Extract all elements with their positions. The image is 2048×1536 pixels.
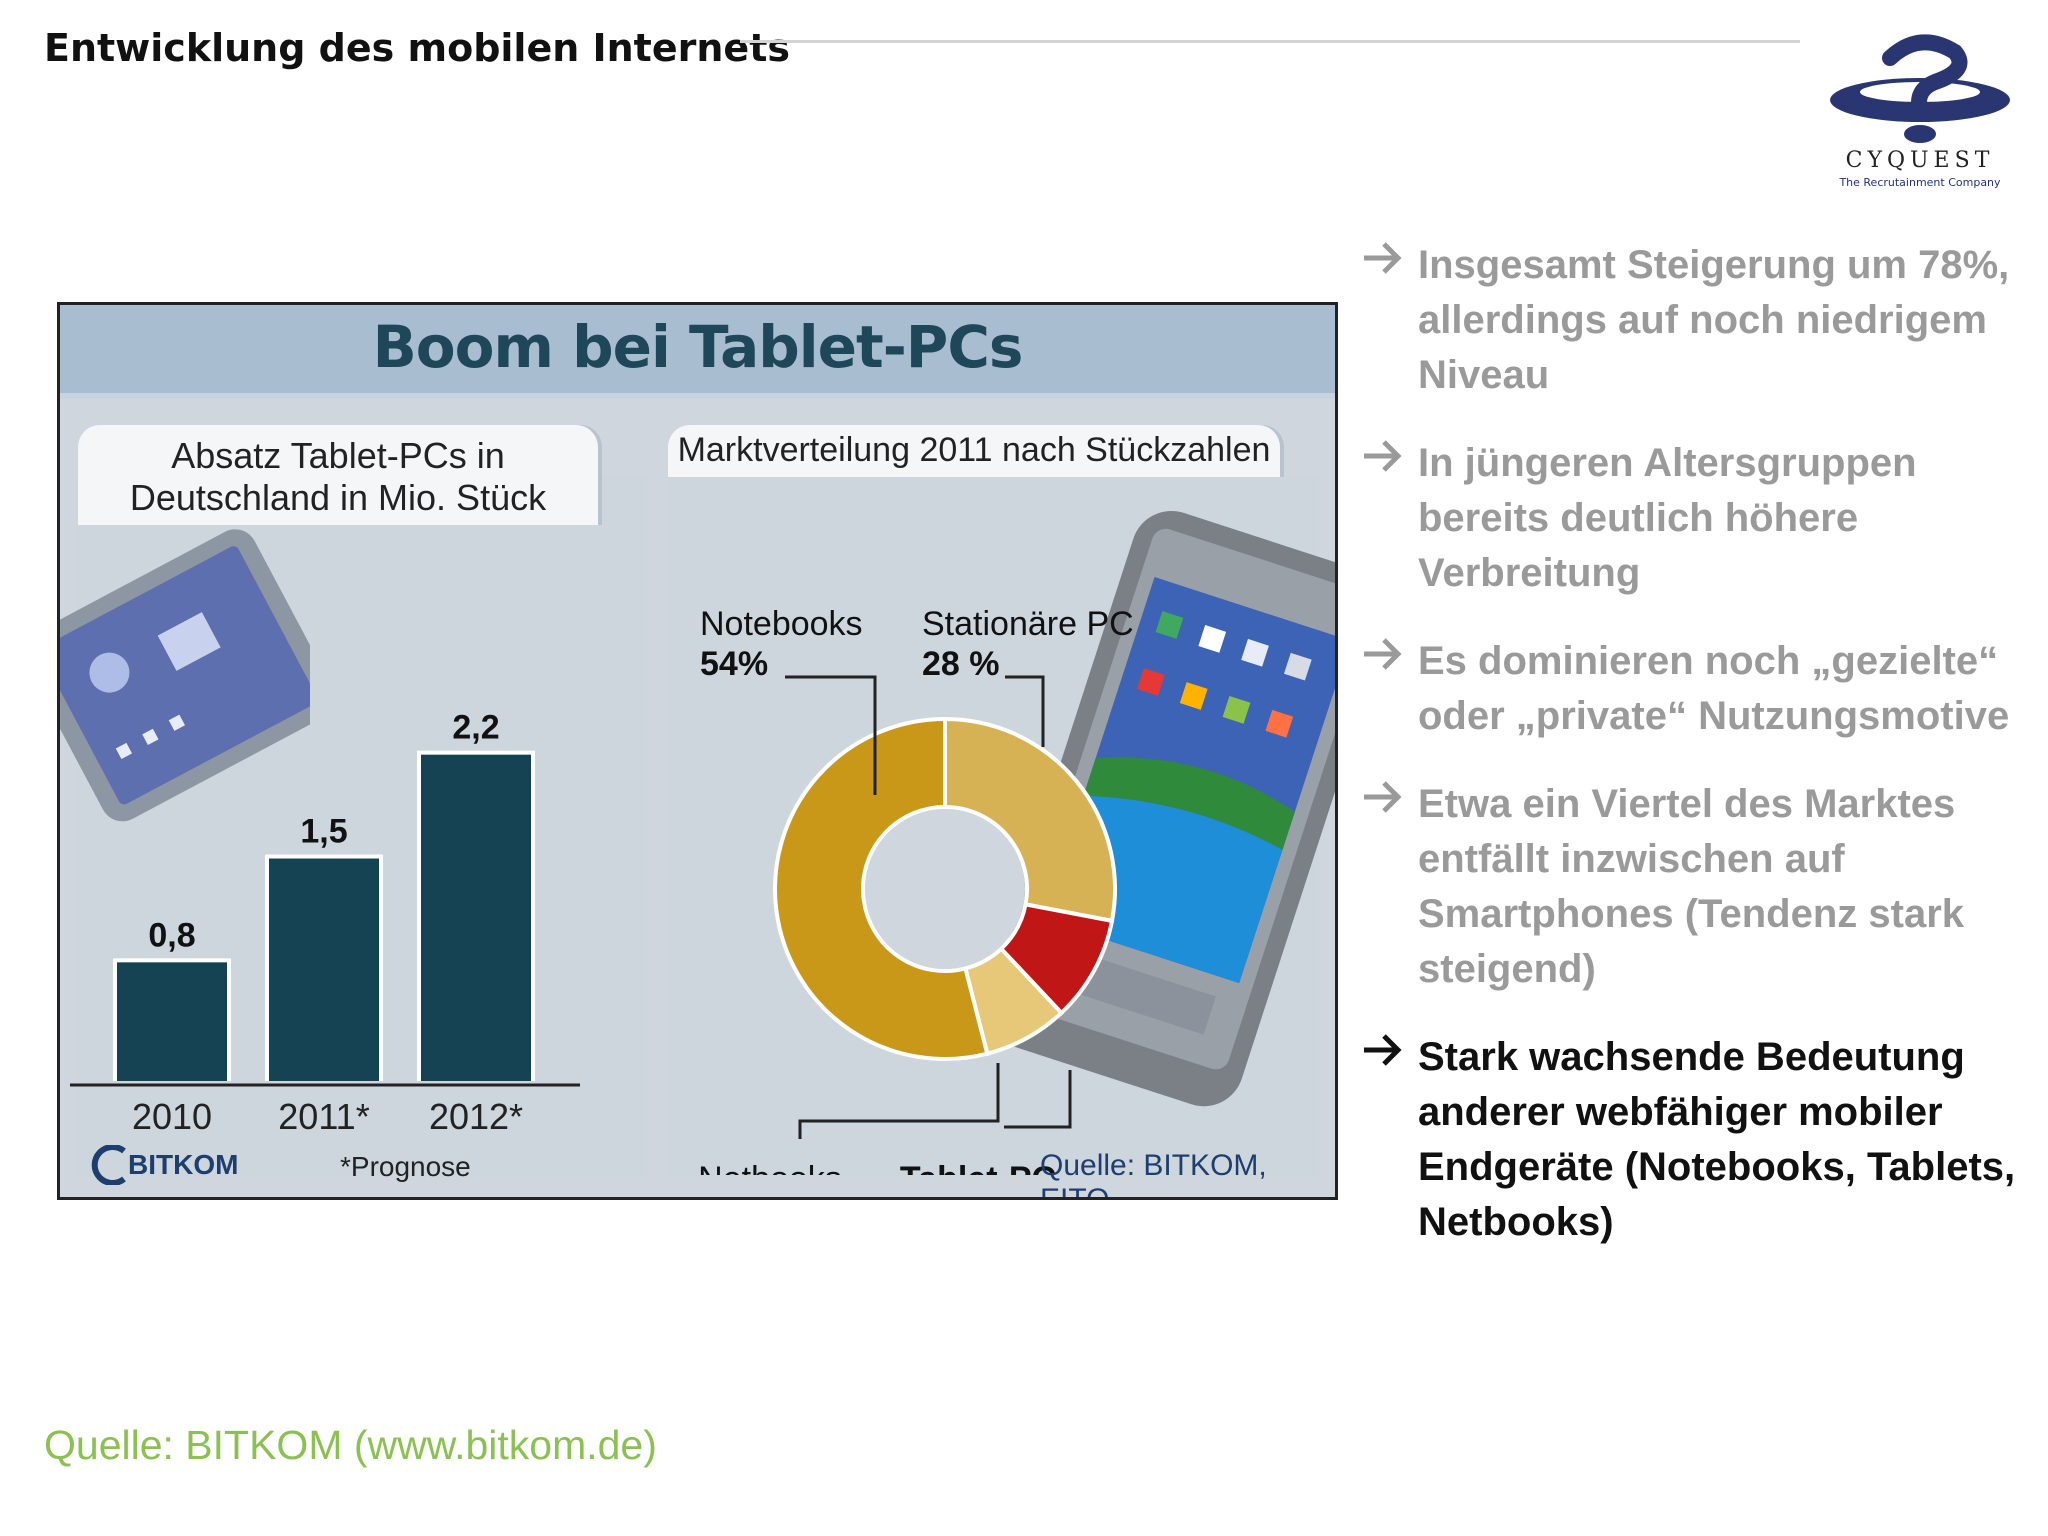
arrow-right-icon	[1364, 781, 1402, 813]
leader-line	[1005, 675, 1045, 747]
arrow-right-icon	[1364, 638, 1402, 670]
bullet-text: Es dominieren noch „gezielte“ oder „priv…	[1418, 639, 2010, 738]
tablet-illustration-left	[60, 529, 310, 822]
arrow-right-icon	[1364, 1034, 1402, 1066]
bullet-text: In jüngeren Altersgruppen bereits deutli…	[1418, 441, 1917, 595]
logo-name: CYQUEST	[1845, 148, 1995, 173]
bullet-item: Es dominieren noch „gezielte“ oder „priv…	[1358, 634, 2018, 744]
bullet-item: Insgesamt Steigerung um 78%, allerdings …	[1358, 238, 2018, 403]
bitkom-logo-icon	[91, 1145, 126, 1185]
slide-title: Entwicklung des mobilen Internets	[44, 26, 790, 70]
leader-line	[1004, 1070, 1072, 1129]
bar	[117, 962, 227, 1081]
bar-chart: 0,8 2010 1,5 2011* 2,2 2012*	[70, 709, 580, 1137]
leader-line	[785, 675, 877, 795]
bar-chart-title-line2: Deutschland in Mio. Stück	[129, 477, 547, 518]
bullet-text: Insgesamt Steigerung um 78%, allerdings …	[1418, 243, 2010, 397]
bar	[269, 858, 379, 1081]
bar-category-label: 2010	[132, 1096, 212, 1137]
pie-chart-tab: Marktverteilung 2011 nach Stückzahlen	[668, 425, 1280, 477]
donut-hole	[865, 809, 1025, 969]
bullet-text: Stark wachsende Bedeutung anderer webfäh…	[1418, 1035, 2016, 1244]
bar-chart-title-line1: Absatz Tablet-PCs in	[171, 435, 505, 476]
bullet-item-active: Stark wachsende Bedeutung anderer webfäh…	[1358, 1030, 2018, 1250]
logo-mark-icon	[1830, 34, 2010, 143]
donut-slice	[943, 716, 1117, 924]
pie-chart-title: Marktverteilung 2011 nach Stückzahlen	[677, 431, 1271, 469]
bar-value-label: 0,8	[148, 916, 195, 954]
infographic-credit: Quelle: BITKOM, EITO	[1040, 1149, 1267, 1200]
bar-category-label: 2011*	[278, 1096, 369, 1137]
logo-tagline: The Recrutainment Company	[1839, 176, 2001, 189]
forecast-footnote: *Prognose	[340, 1151, 471, 1182]
infographic-header: Boom bei Tablet-PCs	[60, 305, 1335, 399]
donut-slice-value: 54%	[700, 645, 768, 683]
bar-category-label: 2012*	[429, 1096, 523, 1137]
arrow-right-icon	[1364, 440, 1402, 472]
bar-value-label: 2,2	[452, 709, 499, 747]
slide-source: Quelle: BITKOM (www.bitkom.de)	[44, 1422, 657, 1468]
bar-value-label: 1,5	[300, 813, 347, 851]
infographic-panel: Boom bei Tablet-PCs	[57, 302, 1338, 1200]
infographic-title: Boom bei Tablet-PCs	[372, 313, 1024, 381]
donut-slice-value: 28 %	[922, 645, 1000, 683]
title-divider	[740, 40, 1800, 43]
bullet-item: Etwa ein Viertel des Marktes entfällt in…	[1358, 777, 2018, 997]
donut-slice-name: Notebooks	[700, 605, 863, 643]
bullet-list: Insgesamt Steigerung um 78%, allerdings …	[1358, 238, 2018, 1283]
donut-slice-name: Tablet-PC	[900, 1160, 1056, 1175]
donut-slice	[773, 716, 990, 1061]
arrow-right-icon	[1364, 242, 1402, 274]
leader-line	[798, 1063, 1000, 1139]
cyquest-logo: CYQUEST The Recrutainment Company	[1820, 30, 2020, 190]
bar	[421, 754, 531, 1081]
bullet-item: In jüngeren Altersgruppen bereits deutli…	[1358, 436, 2018, 601]
donut-slice-name: Stationäre PC	[922, 605, 1134, 643]
donut-slice-name: Netbooks	[698, 1160, 842, 1175]
bar-chart-tab: Absatz Tablet-PCs in Deutschland in Mio.…	[78, 425, 598, 525]
bullet-text: Etwa ein Viertel des Marktes entfällt in…	[1418, 782, 1965, 991]
bitkom-label: BITKOM	[128, 1149, 239, 1180]
